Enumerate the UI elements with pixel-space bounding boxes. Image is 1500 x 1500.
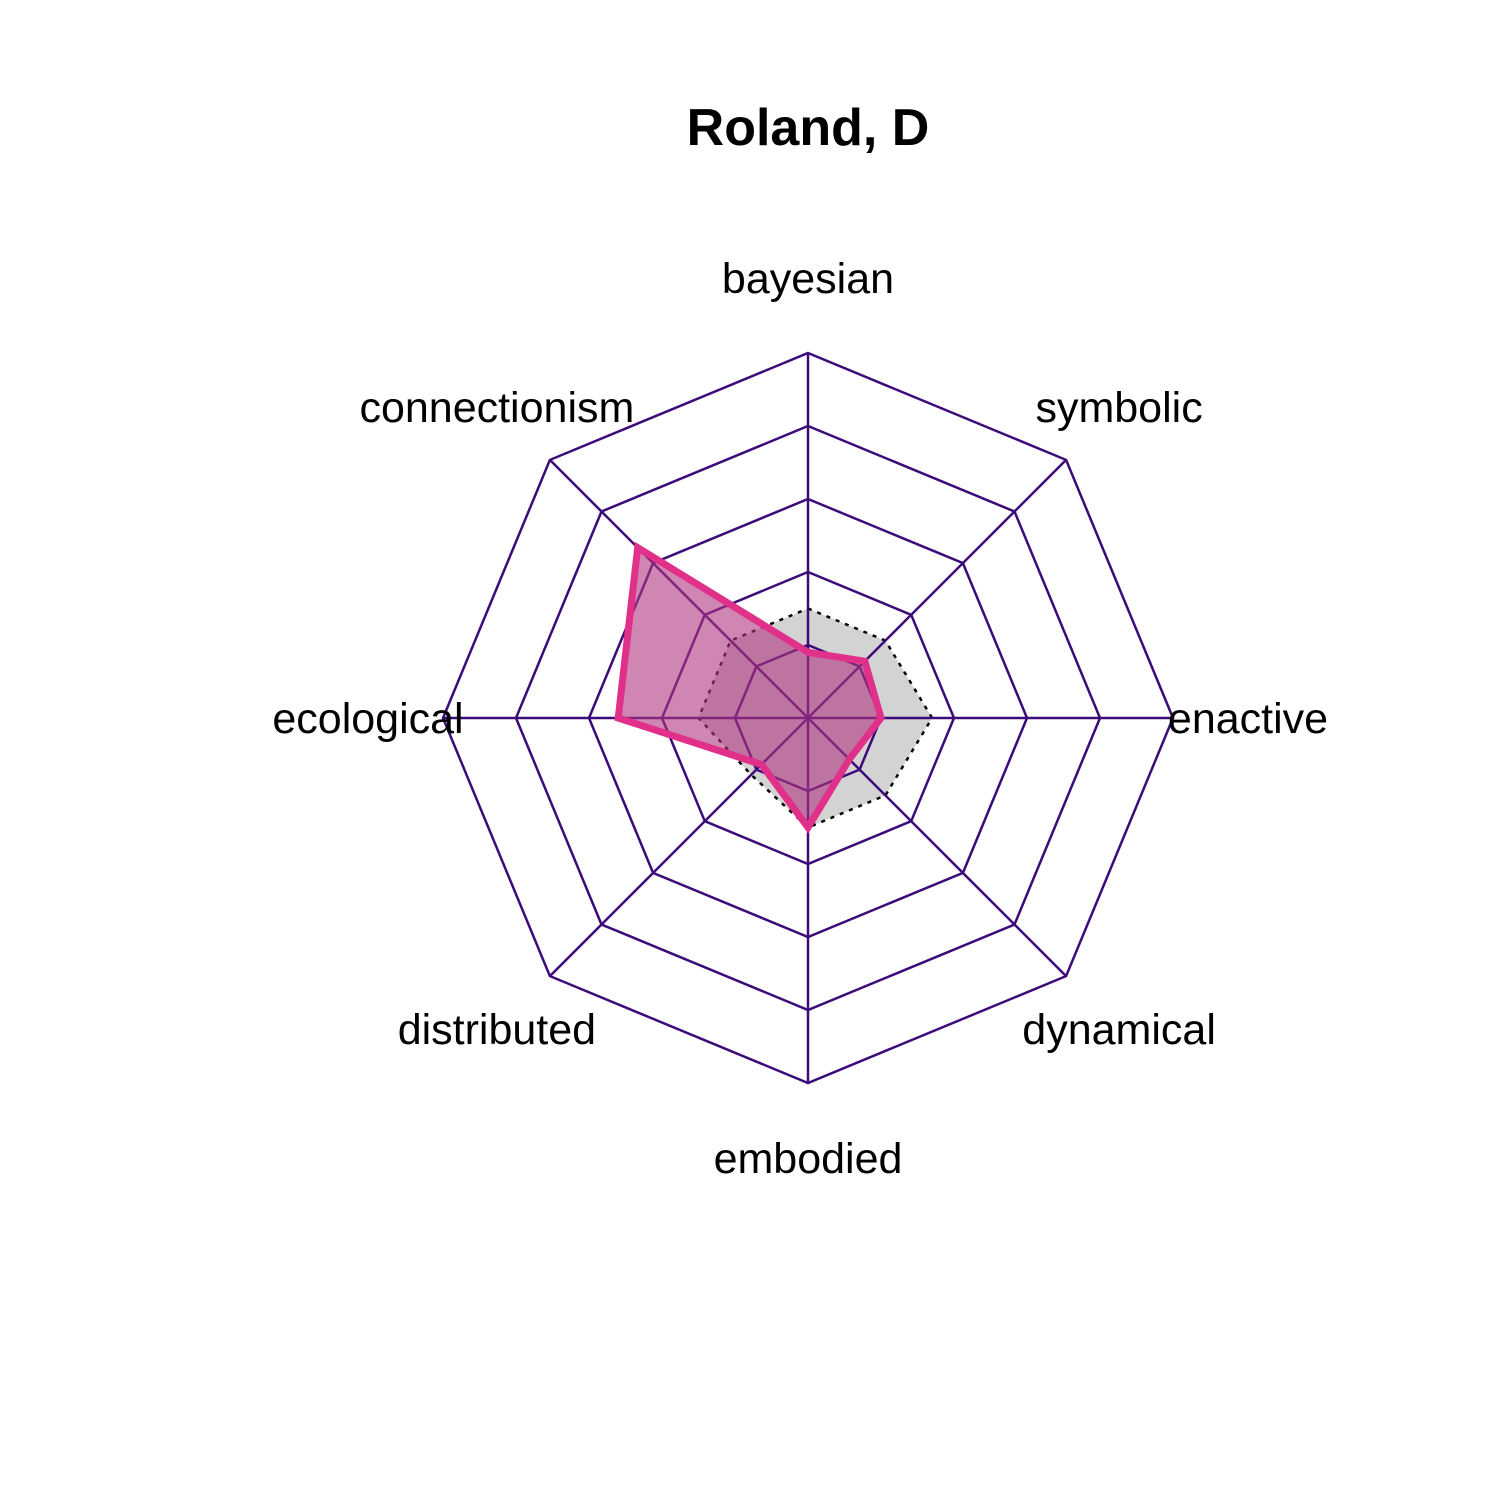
axis-label-dynamical: dynamical (1022, 1006, 1216, 1054)
axis-label-symbolic: symbolic (1035, 384, 1202, 432)
axis-label-connectionism: connectionism (359, 384, 634, 432)
axis-label-bayesian: bayesian (722, 255, 894, 303)
axis-label-distributed: distributed (398, 1006, 596, 1054)
axis-label-embodied: embodied (714, 1135, 903, 1183)
chart-title: Roland, D (687, 99, 930, 157)
axis-labels: bayesian symbolic enactive dynamical embodie… (272, 255, 1328, 1183)
main-series-polygon (614, 541, 885, 834)
axis-label-ecological: ecological (272, 695, 463, 743)
axis-label-enactive: enactive (1168, 695, 1328, 743)
data-layer (614, 541, 885, 834)
